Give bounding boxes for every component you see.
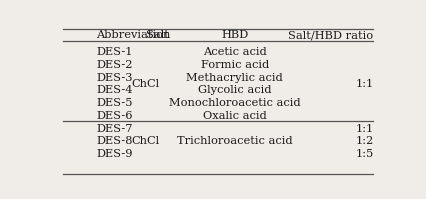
Text: DES-9: DES-9 — [96, 149, 132, 159]
Text: DES-7: DES-7 — [96, 124, 132, 134]
Text: DES-5: DES-5 — [96, 98, 132, 108]
Text: Abbreviation: Abbreviation — [96, 30, 170, 40]
Text: Methacrylic acid: Methacrylic acid — [187, 73, 283, 83]
Text: Salt: Salt — [146, 30, 169, 40]
Text: ChCl: ChCl — [132, 136, 160, 146]
Text: DES-8: DES-8 — [96, 136, 132, 146]
Text: Glycolic acid: Glycolic acid — [198, 85, 272, 95]
Text: DES-3: DES-3 — [96, 73, 132, 83]
Text: Monochloroacetic acid: Monochloroacetic acid — [169, 98, 301, 108]
Text: ChCl: ChCl — [132, 79, 160, 89]
Text: DES-4: DES-4 — [96, 85, 132, 95]
Text: Salt/HBD ratio: Salt/HBD ratio — [288, 30, 374, 40]
Text: 1:5: 1:5 — [355, 149, 374, 159]
Text: Formic acid: Formic acid — [201, 60, 269, 70]
Text: Oxalic acid: Oxalic acid — [203, 111, 267, 121]
Text: HBD: HBD — [221, 30, 248, 40]
Text: DES-1: DES-1 — [96, 47, 132, 57]
Text: DES-2: DES-2 — [96, 60, 132, 70]
Text: 1:1: 1:1 — [355, 124, 374, 134]
Text: Trichloroacetic acid: Trichloroacetic acid — [177, 136, 293, 146]
Text: DES-6: DES-6 — [96, 111, 132, 121]
Text: 1:2: 1:2 — [355, 136, 374, 146]
Text: Acetic acid: Acetic acid — [203, 47, 267, 57]
Text: 1:1: 1:1 — [355, 79, 374, 89]
